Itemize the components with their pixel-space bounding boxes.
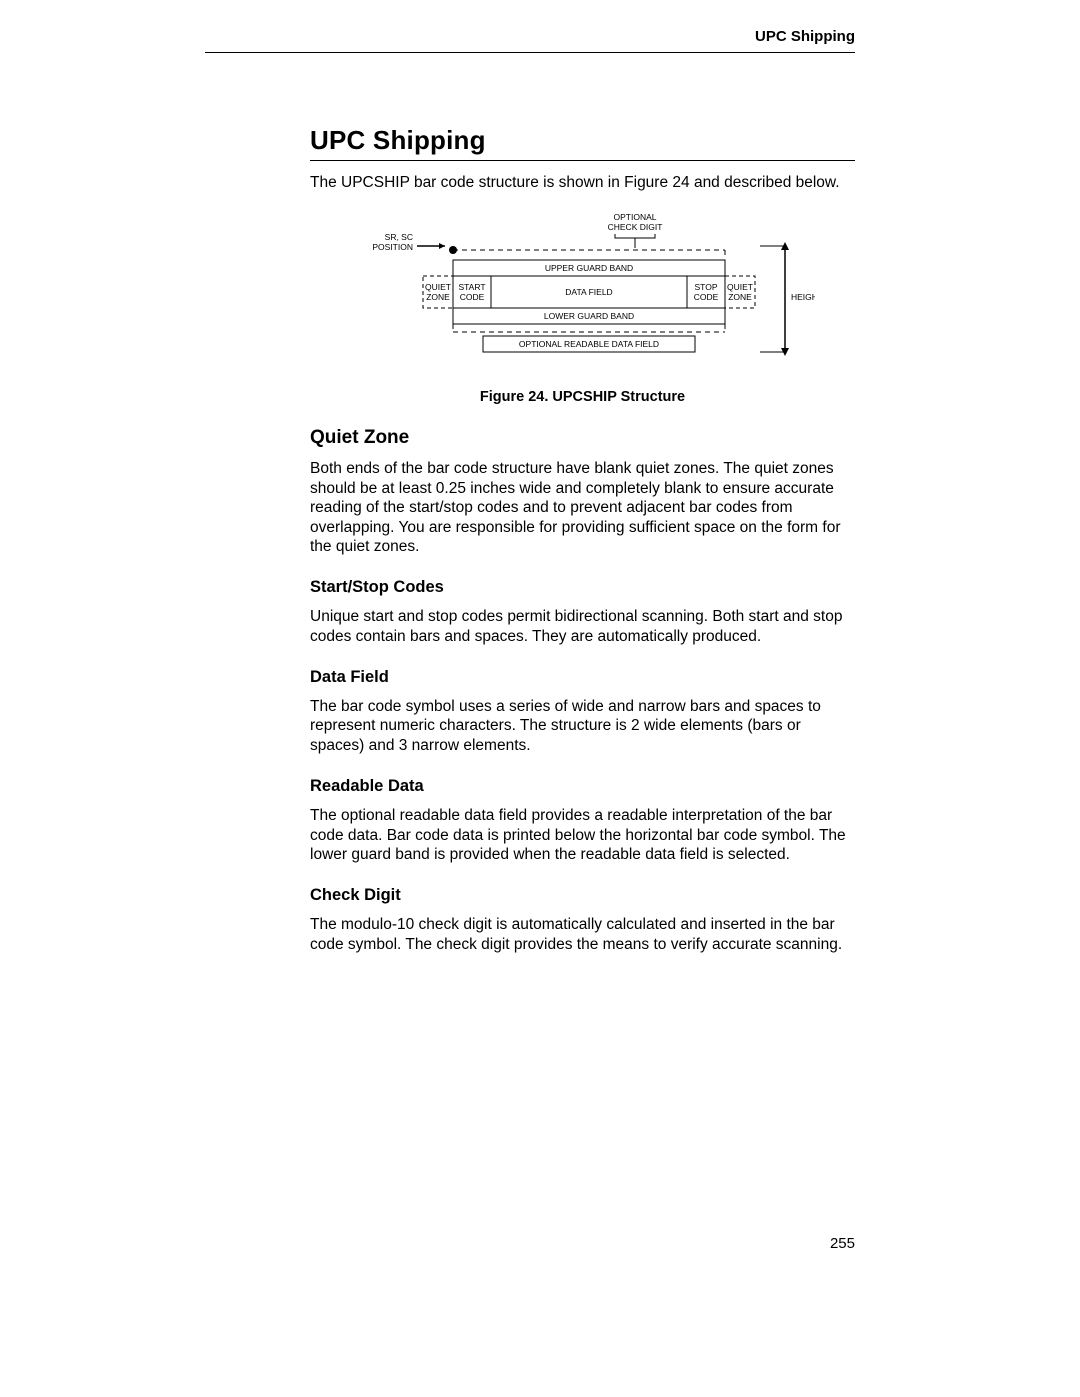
label-height: HEIGHT [791,292,815,302]
label-start-2: CODE [460,292,485,302]
text-readable-data: The optional readable data field provide… [310,806,855,864]
label-lower-guard: LOWER GUARD BAND [544,311,634,321]
label-optional-check-1: OPTIONAL [614,212,657,222]
label-quiet-l1: QUIET [425,282,451,292]
text-quiet-zone: Both ends of the bar code structure have… [310,459,855,556]
heading-readable-data: Readable Data [310,777,855,796]
page-title: UPC Shipping [310,125,855,156]
label-quiet-r2: ZONE [728,292,752,302]
label-quiet-r1: QUIET [727,282,753,292]
running-header: UPC Shipping [755,28,855,45]
text-data-field: The bar code symbol uses a series of wid… [310,697,855,755]
label-stop-1: STOP [695,282,718,292]
label-upper-guard: UPPER GUARD BAND [545,263,633,273]
label-optional-check-2: CHECK DIGIT [608,222,663,232]
label-optional-readable: OPTIONAL READABLE DATA FIELD [519,339,659,349]
document-page: UPC Shipping UPC Shipping The UPCSHIP ba… [0,0,1080,1397]
heading-start-stop: Start/Stop Codes [310,578,855,597]
intro-paragraph: The UPCSHIP bar code structure is shown … [310,173,855,192]
text-start-stop: Unique start and stop codes permit bidir… [310,607,855,646]
text-check-digit: The modulo-10 check digit is automatical… [310,915,855,954]
page-number: 255 [830,1235,855,1252]
label-sr-sc-2: POSITION [372,242,413,252]
page-content: UPC Shipping The UPCSHIP bar code struct… [310,125,855,968]
upcship-structure-svg: OPTIONAL CHECK DIGIT SR, SC POSITION UPP… [355,210,815,370]
heading-quiet-zone: Quiet Zone [310,427,855,449]
heading-data-field: Data Field [310,668,855,687]
label-data-field: DATA FIELD [565,287,612,297]
label-start-1: START [458,282,485,292]
label-quiet-l2: ZONE [426,292,450,302]
figure-caption: Figure 24. UPCSHIP Structure [310,389,855,405]
figure-diagram: OPTIONAL CHECK DIGIT SR, SC POSITION UPP… [355,210,855,375]
title-rule [310,160,855,161]
label-sr-sc-1: SR, SC [385,232,413,242]
label-stop-2: CODE [694,292,719,302]
heading-check-digit: Check Digit [310,886,855,905]
header-rule [205,52,855,53]
